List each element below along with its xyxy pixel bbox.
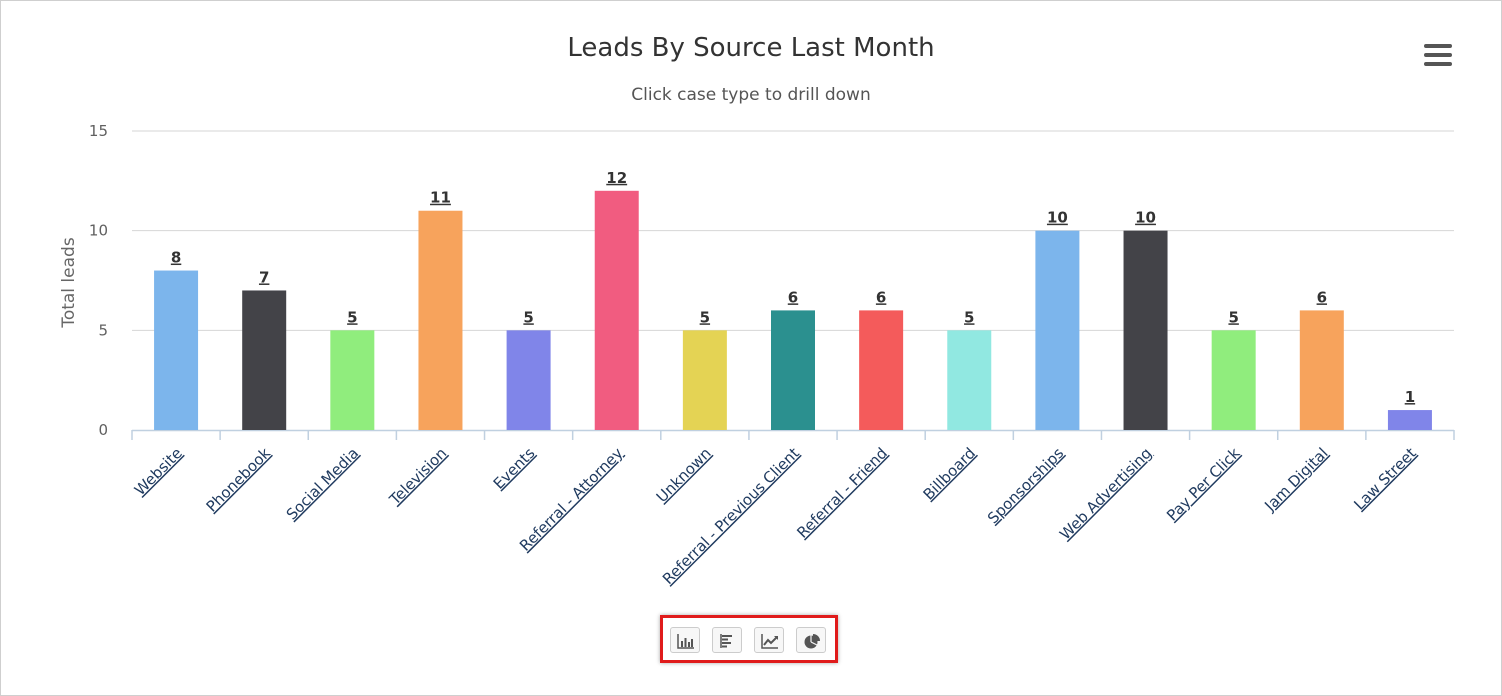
x-category-label[interactable]: Television xyxy=(385,444,450,509)
data-label[interactable]: 10 xyxy=(1047,209,1068,227)
data-label[interactable]: 6 xyxy=(876,288,886,306)
x-category-label[interactable]: Events xyxy=(490,444,539,493)
column-chart-button[interactable] xyxy=(670,627,700,653)
menu-line xyxy=(1424,53,1452,57)
x-category-label[interactable]: Law Street xyxy=(1350,444,1419,513)
bar[interactable] xyxy=(859,310,904,430)
data-label[interactable]: 7 xyxy=(259,268,269,286)
x-category-label[interactable]: Website xyxy=(131,444,186,499)
bar[interactable] xyxy=(1299,310,1344,430)
hamburger-menu-icon[interactable] xyxy=(1424,44,1452,70)
chart-subtitle: Click case type to drill down xyxy=(631,85,871,105)
bar[interactable] xyxy=(594,190,639,430)
x-category-label[interactable]: Social Media xyxy=(283,444,362,523)
column-chart-icon xyxy=(677,634,694,649)
data-label[interactable]: 6 xyxy=(1317,288,1327,306)
line-chart-button[interactable] xyxy=(754,627,784,653)
pie-chart-button[interactable] xyxy=(796,627,826,653)
line-chart-icon xyxy=(761,634,778,649)
data-label[interactable]: 11 xyxy=(430,189,451,207)
data-label[interactable]: 6 xyxy=(788,288,798,306)
data-label[interactable]: 5 xyxy=(964,308,974,326)
data-label[interactable]: 5 xyxy=(347,308,357,326)
x-category-label[interactable]: Referral - Friend xyxy=(793,444,891,542)
x-category-label[interactable]: Phonebook xyxy=(203,444,275,516)
bar-chart-button[interactable] xyxy=(712,627,742,653)
bar[interactable] xyxy=(1211,330,1256,430)
bar[interactable] xyxy=(154,270,199,430)
y-tick-label: 10 xyxy=(89,222,108,240)
y-tick-label: 0 xyxy=(98,421,108,439)
chart-type-switcher xyxy=(660,615,838,663)
data-label[interactable]: 5 xyxy=(700,308,710,326)
data-label[interactable]: 5 xyxy=(523,308,533,326)
data-label[interactable]: 8 xyxy=(171,249,181,267)
bar[interactable] xyxy=(242,290,287,430)
x-category-label[interactable]: Web Advertising xyxy=(1056,444,1155,543)
menu-line xyxy=(1424,44,1452,48)
x-category-label[interactable]: Billboard xyxy=(920,444,979,503)
bar[interactable] xyxy=(506,330,551,430)
y-tick-label: 15 xyxy=(89,122,108,140)
data-label[interactable]: 10 xyxy=(1135,209,1156,227)
bar[interactable] xyxy=(330,330,375,430)
bar[interactable] xyxy=(771,310,815,430)
menu-line xyxy=(1424,62,1452,66)
bar-chart-icon xyxy=(720,634,732,648)
bar[interactable] xyxy=(418,210,463,430)
bar[interactable] xyxy=(1123,230,1168,430)
pie-chart-icon xyxy=(804,634,820,649)
x-category-label[interactable]: Unknown xyxy=(653,444,715,506)
data-label[interactable]: 1 xyxy=(1405,388,1415,406)
y-axis-title: Total leads xyxy=(59,237,79,328)
x-category-label[interactable]: Pay Per Click xyxy=(1163,444,1244,525)
x-category-label[interactable]: Sponsorships xyxy=(984,444,1067,527)
bar[interactable] xyxy=(1387,410,1432,430)
data-label[interactable]: 12 xyxy=(606,169,627,187)
bar[interactable] xyxy=(1035,230,1080,430)
y-tick-label: 5 xyxy=(98,321,108,339)
bar[interactable] xyxy=(682,330,727,430)
chart-title: Leads By Source Last Month xyxy=(567,33,935,63)
data-label[interactable]: 5 xyxy=(1228,308,1238,326)
bar[interactable] xyxy=(947,330,992,430)
x-category-label[interactable]: Jam Digital xyxy=(1260,444,1331,515)
